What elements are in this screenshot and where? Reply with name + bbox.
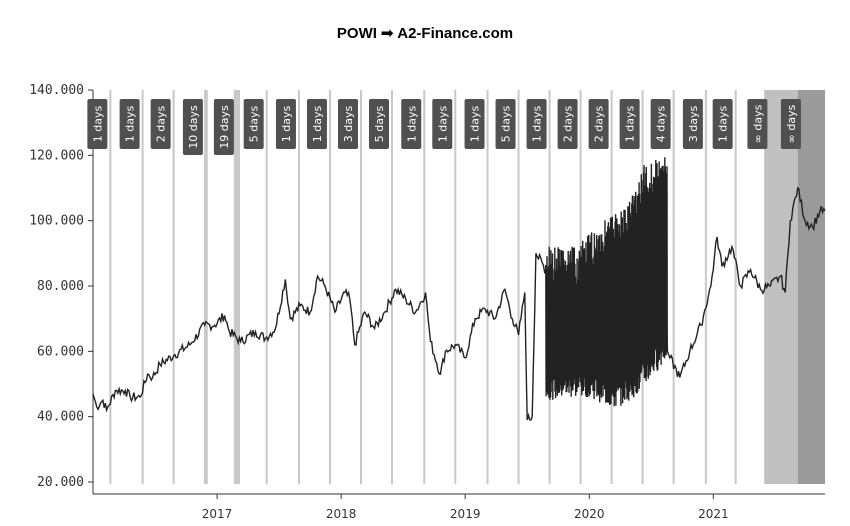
gap-label: 1 days: [436, 106, 449, 143]
gap-line: [391, 90, 394, 484]
gap-label-box: [557, 99, 578, 149]
gap-label-box: [682, 99, 703, 149]
x-tick-label: 2017: [202, 507, 233, 521]
gap-label: 10 days: [187, 105, 200, 149]
gap-label-box: [213, 99, 234, 155]
gap-label-box: [119, 99, 140, 149]
y-tick-label: 20.000: [37, 475, 84, 490]
gap-label-box: [464, 99, 485, 149]
x-tick-label: 2021: [698, 507, 729, 521]
gap-line: [233, 90, 241, 484]
gap-label-box: [306, 99, 327, 149]
gap-line: [454, 90, 457, 484]
gap-line: [704, 90, 707, 484]
gap-label-box: [337, 99, 358, 149]
y-tick-label: 40.000: [37, 410, 84, 425]
y-tick-label: 100.000: [29, 214, 84, 229]
gap-label: 2 days: [593, 106, 606, 143]
gap-label: 3 days: [687, 106, 700, 143]
gap-label-box: [526, 99, 547, 149]
gap-label: 1 days: [624, 106, 637, 143]
gap-label-box: [432, 99, 453, 149]
y-tick-label: 80.000: [37, 279, 84, 294]
gap-label-box: [712, 99, 733, 149]
gap-line: [359, 90, 362, 484]
gap-band: [764, 90, 798, 484]
gap-label-box: [588, 99, 609, 149]
gap-label: 1 days: [280, 106, 293, 143]
gap-label: ∞ days: [785, 104, 798, 143]
gap-label: 1 days: [311, 106, 324, 143]
gap-label: 1 days: [405, 106, 418, 143]
gap-label-box: [401, 99, 422, 149]
gap-label: 3 days: [342, 106, 355, 143]
x-tick-label: 2018: [326, 507, 357, 521]
gap-label-box: [275, 99, 296, 149]
gap-label-box: [87, 99, 108, 149]
gap-line: [517, 90, 520, 484]
chart-title: POWI ➟ A2-Finance.com: [336, 25, 514, 42]
gap-line: [328, 90, 331, 484]
y-tick-label: 140.000: [29, 83, 84, 98]
gap-label: 5 days: [248, 106, 261, 143]
gap-line: [265, 90, 268, 484]
gap-label: ∞ days: [751, 104, 764, 143]
price-line: [92, 157, 826, 421]
gap-label: 19 days: [218, 105, 231, 149]
gap-label: 1 days: [124, 106, 137, 143]
x-tick-label: 2019: [450, 507, 481, 521]
gap-label: 1 days: [91, 106, 104, 143]
gap-band: [797, 90, 825, 484]
gap-line: [172, 90, 175, 484]
gap-line: [141, 90, 144, 484]
gap-label-box: [150, 99, 171, 149]
gap-line: [297, 90, 300, 484]
gap-label-box: [747, 99, 768, 149]
gap-line: [486, 90, 489, 484]
gap-label-box: [243, 99, 264, 149]
gap-label-box: [780, 99, 801, 149]
gap-label: 1 days: [717, 106, 730, 143]
gap-label-box: [650, 99, 671, 149]
y-tick-label: 120.000: [29, 148, 84, 163]
gap-label: 5 days: [500, 106, 513, 143]
gap-line: [109, 90, 112, 484]
gap-label: 5 days: [373, 106, 386, 143]
gap-label-box: [369, 99, 390, 149]
gap-label: 1 days: [469, 106, 482, 143]
gap-label: 2 days: [155, 106, 168, 143]
gap-label: 2 days: [562, 106, 575, 143]
x-tick-label: 2020: [574, 507, 605, 521]
gap-label-box: [619, 99, 640, 149]
gap-line: [204, 90, 208, 484]
gap-label-box: [495, 99, 516, 149]
gap-line: [672, 90, 675, 484]
y-tick-label: 60.000: [37, 344, 84, 359]
gap-label-box: [182, 99, 203, 155]
gap-line: [734, 90, 737, 484]
gap-label: 4 days: [655, 106, 668, 143]
gap-line: [423, 90, 426, 484]
gap-label: 1 days: [531, 106, 544, 143]
